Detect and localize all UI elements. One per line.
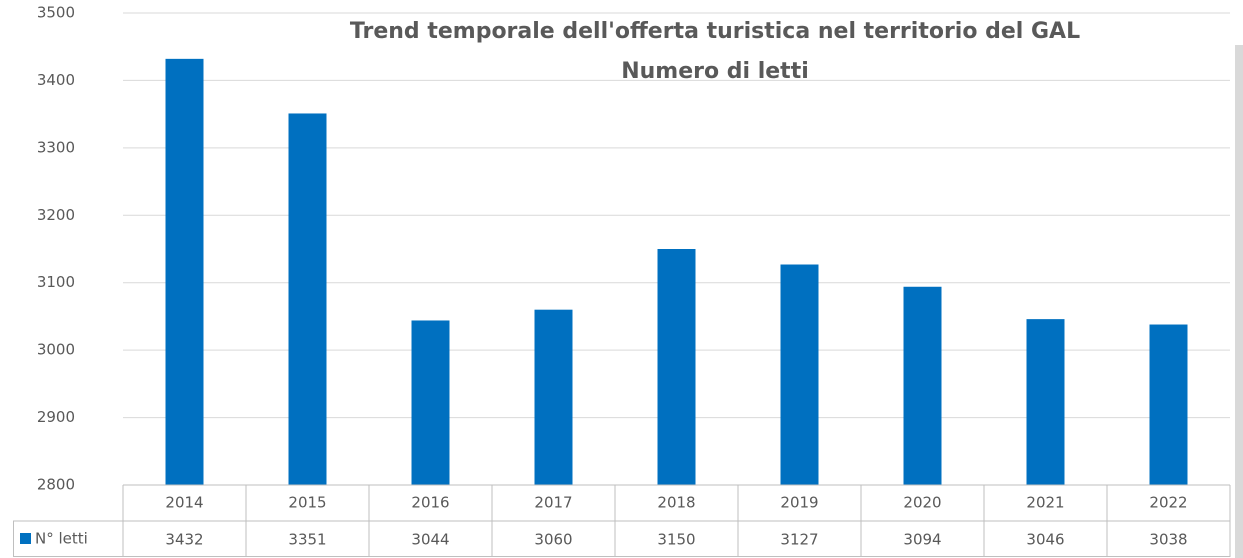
x-tick-label: 2022 xyxy=(1149,494,1187,512)
x-tick-label: 2020 xyxy=(903,494,941,512)
x-tick-label: 2016 xyxy=(411,494,449,512)
y-tick-label: 3100 xyxy=(37,273,75,291)
bar xyxy=(534,309,573,485)
y-tick-label: 3400 xyxy=(37,71,75,89)
bar xyxy=(165,58,204,485)
chart-subtitle: Numero di letti xyxy=(621,59,809,84)
table-value: 3044 xyxy=(411,531,449,549)
y-tick-label: 3200 xyxy=(37,206,75,224)
legend-label: N° letti xyxy=(35,530,88,548)
bar xyxy=(780,264,819,485)
bar xyxy=(288,113,327,486)
x-tick-label: 2015 xyxy=(288,494,326,512)
table-value: 3127 xyxy=(780,531,818,549)
y-tick-label: 2800 xyxy=(37,476,75,494)
bar xyxy=(903,286,942,485)
bar xyxy=(657,249,696,485)
y-tick-label: 3000 xyxy=(37,341,75,359)
legend-swatch xyxy=(20,533,31,544)
bar xyxy=(1026,319,1065,485)
table-value: 3150 xyxy=(657,531,695,549)
bar xyxy=(411,320,450,485)
table-value: 3046 xyxy=(1026,531,1064,549)
table-value: 3060 xyxy=(534,531,572,549)
x-tick-label: 2019 xyxy=(780,494,818,512)
x-tick-label: 2018 xyxy=(657,494,695,512)
y-tick-label: 2900 xyxy=(37,408,75,426)
scroll-bar xyxy=(1235,45,1243,558)
x-tick-label: 2017 xyxy=(534,494,572,512)
chart-title: Trend temporale dell'offerta turistica n… xyxy=(350,19,1080,44)
y-tick-label: 3300 xyxy=(37,138,75,156)
table-value: 3432 xyxy=(165,531,203,549)
x-tick-label: 2014 xyxy=(165,494,203,512)
table-value: 3038 xyxy=(1149,531,1187,549)
table-value: 3351 xyxy=(288,531,326,549)
bar xyxy=(1149,324,1188,485)
x-tick-label: 2021 xyxy=(1026,494,1064,512)
y-tick-label: 3500 xyxy=(37,4,75,22)
table-value: 3094 xyxy=(903,531,941,549)
